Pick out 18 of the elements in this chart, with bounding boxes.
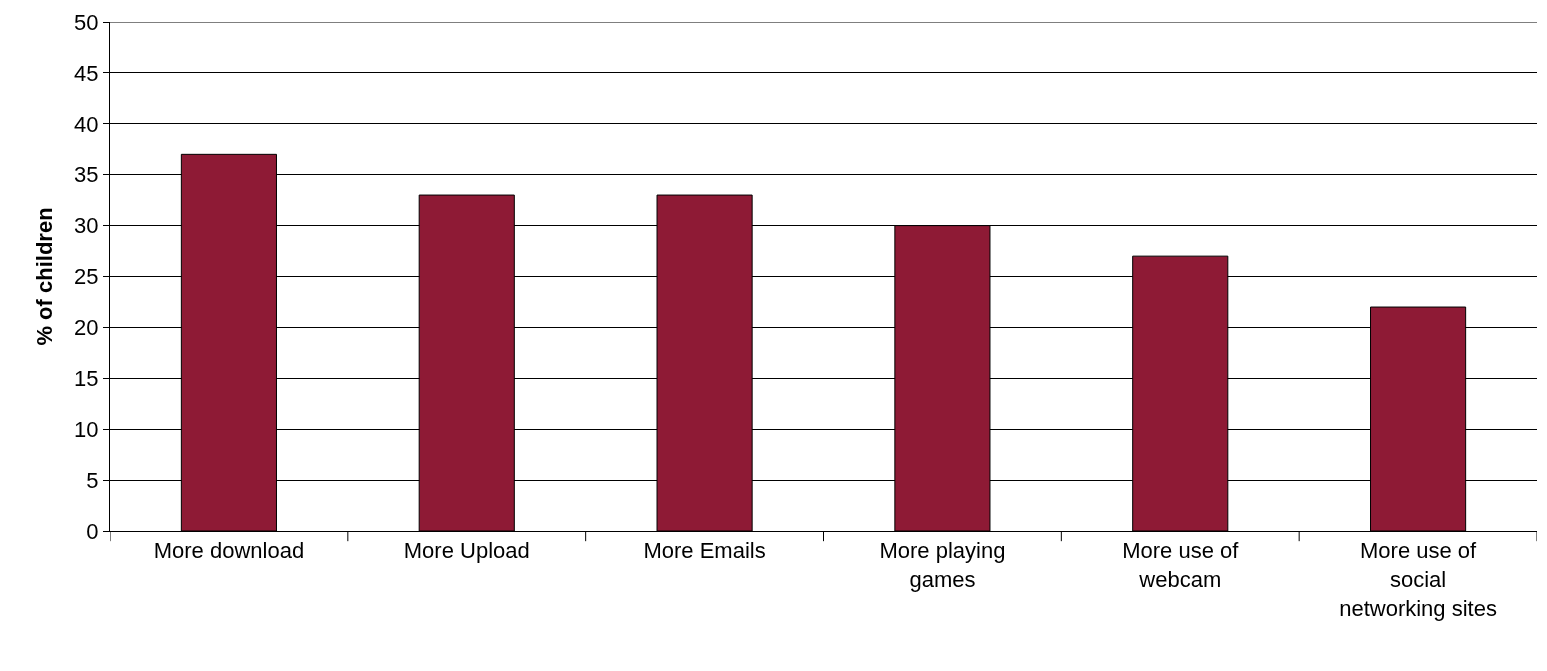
y-tick-label: 0 — [86, 518, 99, 544]
y-tick-label: 30 — [74, 213, 99, 239]
y-tick-label: 5 — [86, 467, 99, 493]
y-axis-title: % of children — [31, 207, 57, 346]
x-tick-label: More Upload — [403, 538, 530, 564]
y-tick-label: 40 — [74, 111, 99, 137]
y-tick-label: 25 — [74, 264, 99, 290]
y-tick-label: 50 — [74, 9, 99, 35]
x-tick-label: More playing games — [879, 538, 1006, 592]
y-tick-label: 35 — [74, 162, 99, 188]
y-tick-label: 45 — [74, 60, 99, 86]
x-tick-label: More use of webcam — [1122, 538, 1240, 592]
y-tick-label: 20 — [74, 315, 99, 341]
y-tick-label: 15 — [74, 366, 99, 391]
x-tick-label: More download — [153, 538, 305, 564]
x-tick-label: More Emails — [643, 538, 766, 564]
y-tick-label: 10 — [74, 416, 99, 442]
x-tick-label: More use of social networking sites — [1339, 538, 1497, 621]
